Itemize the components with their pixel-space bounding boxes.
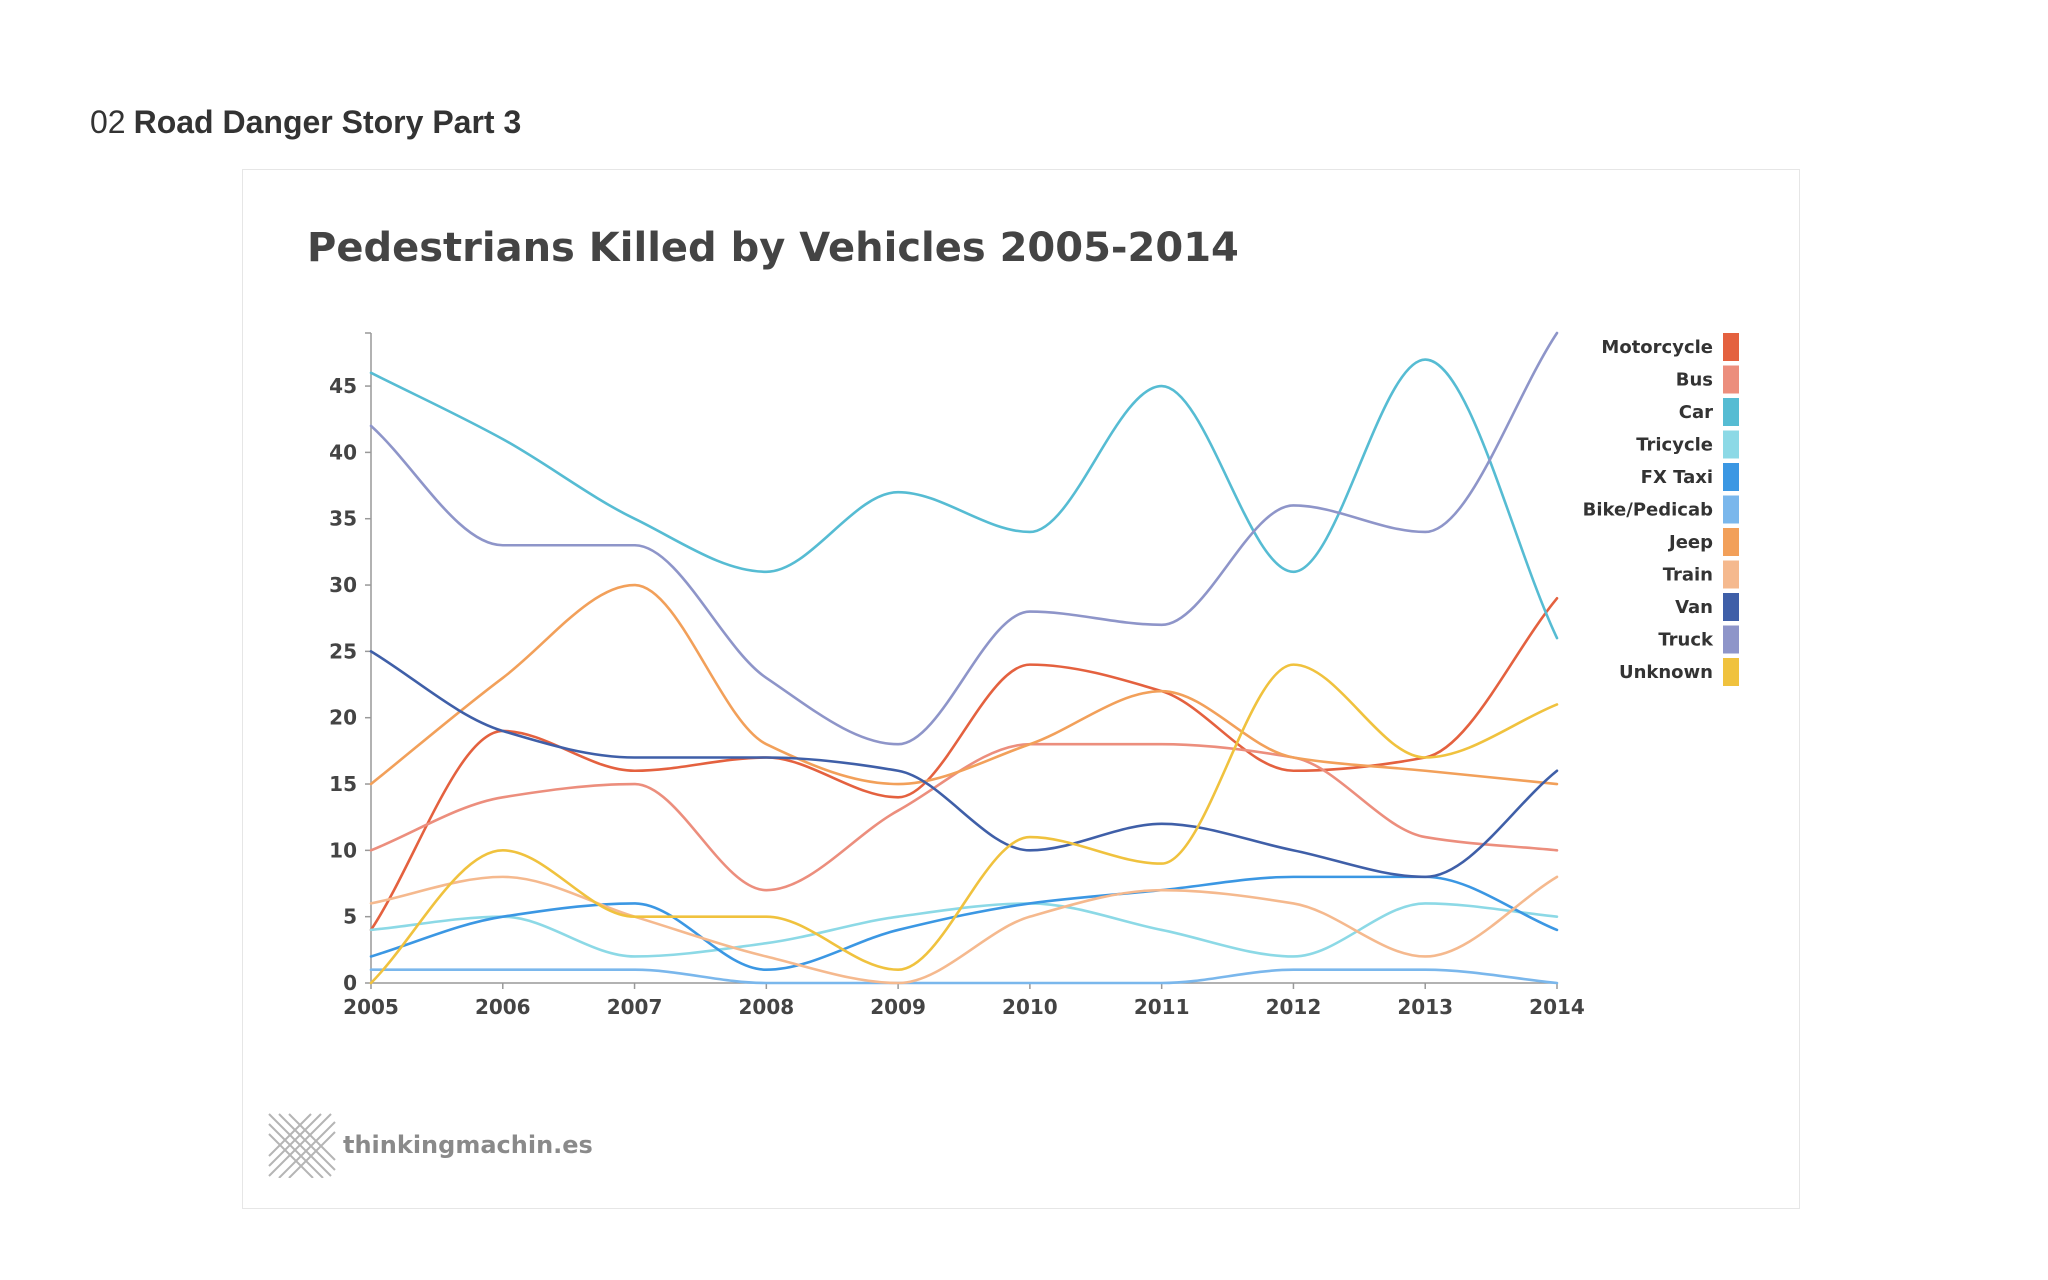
legend-label-truck: Truck: [1658, 630, 1714, 651]
legend-label-bus: Bus: [1676, 370, 1713, 391]
chart-series: [369, 331, 1559, 985]
y-tick-label: 30: [329, 573, 357, 597]
page-title: Road Danger Story Part 3: [133, 104, 522, 140]
y-tick-label: 10: [329, 838, 357, 862]
line-chart: Pedestrians Killed by Vehicles 2005-2014…: [307, 225, 1739, 1019]
legend-swatch-motorcycle: [1723, 333, 1739, 361]
legend-swatch-car: [1723, 398, 1739, 426]
legend-label-unknown: Unknown: [1619, 662, 1713, 683]
x-tick-label: 2014: [1529, 995, 1585, 1019]
brand-logo: thinkingmachin.es: [267, 1112, 593, 1178]
series-line-jeep: [369, 583, 1559, 786]
chart-legend: Motorcycle Bus Car Tricycle FX Taxi Bike/Pedi…: [1583, 333, 1739, 686]
legend-swatch-truck: [1723, 625, 1739, 654]
legend-label-bike-pedicab: Bike/Pedicab: [1583, 500, 1713, 521]
legend-label-train: Train: [1663, 565, 1713, 586]
series-line-truck: [369, 331, 1559, 746]
x-tick-label: 2008: [738, 995, 794, 1019]
legend-label-tricycle: Tricycle: [1636, 435, 1713, 456]
crosshatch-logo-icon: [268, 1113, 336, 1178]
chart-card: Pedestrians Killed by Vehicles 2005-2014…: [242, 169, 1800, 1209]
legend-swatch-jeep: [1723, 528, 1739, 556]
legend-swatch-unknown: [1723, 658, 1739, 686]
y-tick-label: 5: [343, 905, 357, 929]
series-line-train: [369, 875, 1559, 985]
legend-swatch-van: [1723, 593, 1739, 621]
x-tick-label: 2013: [1397, 995, 1453, 1019]
series-line-fx-taxi: [369, 875, 1559, 972]
legend-label-van: Van: [1675, 597, 1713, 618]
legend-label-jeep: Jeep: [1667, 532, 1713, 553]
legend-label-fx-taxi: FX Taxi: [1641, 467, 1713, 488]
y-tick-label: 40: [329, 440, 357, 464]
legend-swatch-fx-taxi: [1723, 463, 1739, 491]
x-tick-label: 2006: [475, 995, 531, 1019]
x-tick-label: 2009: [870, 995, 926, 1019]
x-tick-label: 2007: [607, 995, 663, 1019]
series-line-car: [369, 358, 1559, 640]
y-tick-label: 25: [329, 639, 357, 663]
legend-swatch-tricycle: [1723, 430, 1739, 459]
page-number: 02: [90, 104, 126, 140]
series-line-van: [369, 650, 1559, 879]
page-heading: 02 Road Danger Story Part 3: [90, 104, 521, 141]
x-tick-label: 2005: [343, 995, 399, 1019]
chart-title: Pedestrians Killed by Vehicles 2005-2014: [307, 225, 1239, 271]
series-line-motorcycle: [369, 597, 1559, 932]
legend-swatch-train: [1723, 560, 1739, 589]
y-tick-label: 0: [343, 971, 357, 995]
brand-name: thinkingmachin.es: [343, 1131, 593, 1159]
y-tick-label: 35: [329, 507, 357, 531]
series-line-bus: [369, 742, 1559, 892]
series-line-bike-pedicab: [369, 968, 1559, 985]
legend-swatch-bike-pedicab: [1723, 495, 1739, 524]
y-tick-label: 15: [329, 772, 357, 796]
y-tick-label: 20: [329, 706, 357, 730]
x-tick-label: 2010: [1002, 995, 1058, 1019]
legend-label-car: Car: [1679, 402, 1713, 423]
legend-label-motorcycle: Motorcycle: [1601, 337, 1713, 358]
legend-swatch-bus: [1723, 365, 1739, 394]
series-line-unknown: [369, 663, 1559, 985]
x-tick-label: 2012: [1266, 995, 1322, 1019]
x-tick-label: 2011: [1134, 995, 1190, 1019]
series-line-tricycle: [369, 902, 1559, 958]
y-tick-label: 45: [329, 374, 357, 398]
chart-axes: 0 5 10 15 20 25 30 35 40 45 2005 2006 2007 2008 2009 20…: [329, 332, 1585, 1019]
